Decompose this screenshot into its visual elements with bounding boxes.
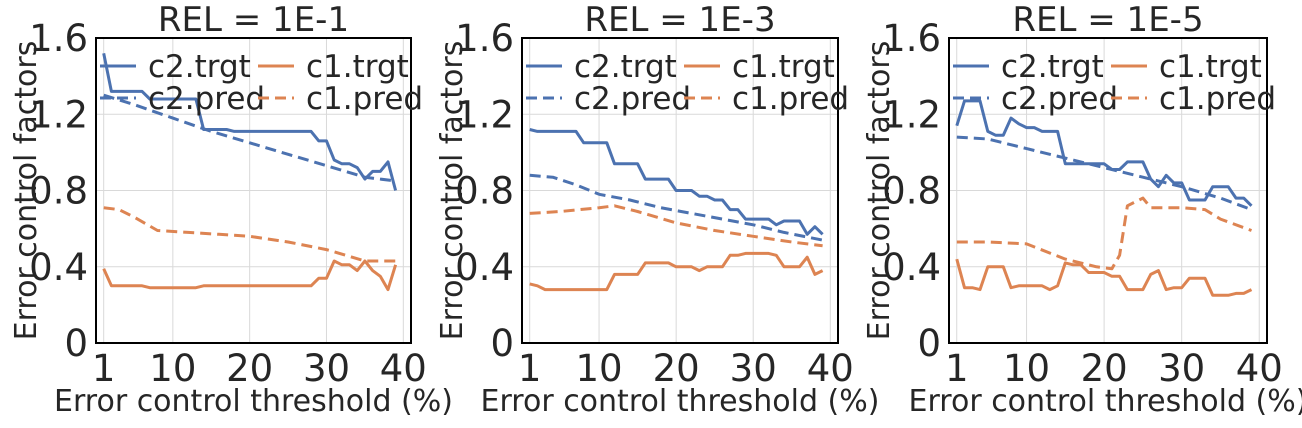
y-tick-label: 0.4: [455, 246, 514, 289]
x-tick-label: 10: [1003, 347, 1050, 390]
chart-panel-1: 1 10 20 30 40 0 0.4 0.8 1.2 1.6 REL = 1E-1 Error co…: [9, 0, 453, 419]
series-line-c1-pred: [956, 196, 1253, 271]
chart-title: REL = 1E-3: [584, 0, 775, 40]
y-tick-label: 0.4: [882, 246, 941, 289]
series-line-c1-trgt: [529, 251, 824, 292]
y-tick-label: 0.8: [882, 170, 941, 213]
y-tick-label: 1.6: [455, 17, 514, 60]
series-line-c2-pred: [956, 135, 1253, 212]
y-tick-label: 1.2: [29, 93, 88, 136]
series-line-c2-trgt: [529, 128, 824, 236]
plot-frame: [521, 37, 839, 344]
y-tick-label: 1.6: [882, 17, 941, 60]
series-line-c2-trgt: [955, 99, 1253, 207]
x-tick-label: 20: [226, 347, 273, 390]
y-axis-label: Error control factors: [435, 41, 470, 341]
chart-title: REL = 1E-1: [158, 0, 349, 40]
x-tick-label: 40: [1236, 347, 1283, 390]
series-line-c2-pred: [529, 173, 823, 242]
x-tick-label: 1: [518, 347, 542, 390]
x-axis-label: Error control threshold (%): [54, 384, 453, 419]
legend-label: c2.pred: [1001, 81, 1118, 117]
y-tick-label: 0: [64, 322, 88, 365]
legend-label: c1.trgt: [1159, 49, 1262, 85]
x-axis-label: Error control threshold (%): [909, 384, 1302, 419]
series-line-c1-trgt: [955, 258, 1253, 297]
y-tick-label: 1.2: [882, 93, 941, 136]
legend: c2.trgt c1.trgt c2.pred c1.pred: [953, 49, 1276, 117]
chart-panel-2: 1 10 20 30 40 0 0.4 0.8 1.2 1.6 REL = 1E-3 Error co…: [435, 0, 879, 419]
x-tick-label: 20: [1081, 347, 1128, 390]
y-tick-label: 1.6: [29, 17, 88, 60]
legend-label: c1.pred: [1159, 81, 1276, 117]
y-tick-label: 0.4: [29, 246, 88, 289]
series-line-c1-pred: [103, 206, 396, 263]
x-tick-label: 40: [807, 347, 854, 390]
legend-label: c2.trgt: [1001, 49, 1104, 85]
x-tick-label: 40: [380, 347, 427, 390]
y-tick-label: 0: [917, 322, 941, 365]
legend-label: c2.trgt: [574, 49, 677, 85]
series-line-c1-pred: [529, 204, 823, 248]
y-tick-label: 0: [490, 322, 514, 365]
legend: c2.trgt c1.trgt c2.pred c1.pred: [100, 49, 423, 117]
plot-frame: [948, 37, 1268, 344]
x-tick-label: 1: [945, 347, 969, 390]
series-line-c2-pred: [103, 93, 396, 183]
legend-label: c1.trgt: [306, 49, 409, 85]
chart-title: REL = 1E-5: [1012, 0, 1203, 40]
x-tick-label: 10: [576, 347, 623, 390]
y-tick-label: 0.8: [29, 170, 88, 213]
chart-panel-3: 1 10 20 30 40 0 0.4 0.8 1.2 1.6 REL = 1E-5 Error co…: [862, 0, 1302, 419]
legend-label: c1.trgt: [732, 49, 835, 85]
x-tick-label: 20: [653, 347, 700, 390]
legend-label: c1.pred: [306, 81, 423, 117]
y-axis-label: Error control factors: [9, 41, 44, 341]
x-tick-label: 30: [303, 347, 350, 390]
series-line-c2-trgt: [102, 53, 398, 191]
legend-label: c1.pred: [732, 81, 849, 117]
series-line-c1-trgt: [102, 259, 398, 292]
legend-label: c2.trgt: [148, 49, 251, 85]
legend-label: c2.pred: [148, 81, 265, 117]
y-tick-label: 1.2: [455, 93, 514, 136]
y-tick-label: 0.8: [455, 170, 514, 213]
x-tick-label: 30: [1158, 347, 1205, 390]
legend: c2.trgt c1.trgt c2.pred c1.pred: [526, 49, 849, 117]
x-tick-label: 30: [730, 347, 777, 390]
y-axis-label: Error control factors: [862, 41, 897, 341]
x-tick-label: 10: [149, 347, 196, 390]
legend-label: c2.pred: [574, 81, 691, 117]
plot-frame: [95, 37, 412, 344]
x-axis-label: Error control threshold (%): [481, 384, 880, 419]
x-tick-label: 1: [92, 347, 116, 390]
